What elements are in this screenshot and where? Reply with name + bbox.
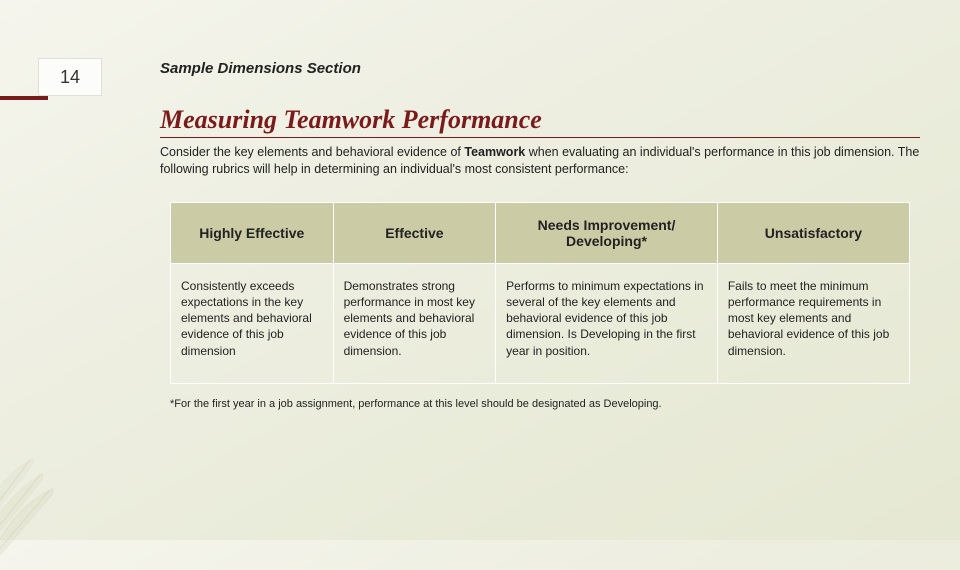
- main-heading: Measuring Teamwork Performance: [160, 105, 920, 138]
- content-area: Sample Dimensions Section Measuring Team…: [160, 60, 920, 410]
- rubric-table: Highly Effective Effective Needs Improve…: [170, 202, 910, 384]
- table-header-row: Highly Effective Effective Needs Improve…: [171, 202, 910, 263]
- cell-4: Fails to meet the minimum performance re…: [717, 263, 909, 383]
- col-header-3: Needs Improvement/ Developing*: [496, 202, 718, 263]
- intro-prefix: Consider the key elements and behavioral…: [160, 145, 464, 159]
- footnote: *For the first year in a job assignment,…: [170, 398, 920, 410]
- intro-text: Consider the key elements and behavioral…: [160, 144, 920, 178]
- cell-2: Demonstrates strong performance in most …: [333, 263, 496, 383]
- section-title: Sample Dimensions Section: [160, 60, 920, 77]
- table-row: Consistently exceeds expectations in the…: [171, 263, 910, 383]
- cell-1: Consistently exceeds expectations in the…: [171, 263, 334, 383]
- col-header-4: Unsatisfactory: [717, 202, 909, 263]
- page-number: 14: [38, 58, 102, 96]
- leaf-decoration: [0, 390, 150, 570]
- cell-3: Performs to minimum expectations in seve…: [496, 263, 718, 383]
- col-header-2: Effective: [333, 202, 496, 263]
- intro-bold: Teamwork: [464, 145, 525, 159]
- col-header-1: Highly Effective: [171, 202, 334, 263]
- accent-bar: [0, 96, 48, 100]
- page-number-value: 14: [60, 67, 80, 88]
